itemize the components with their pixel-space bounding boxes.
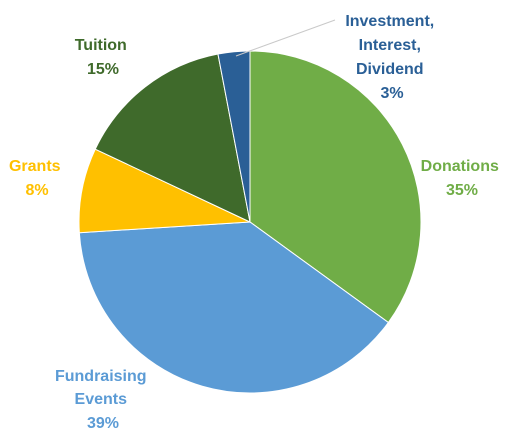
donations-percent: 35% — [446, 182, 478, 199]
investment-label-line-1: Investment, — [345, 13, 434, 30]
investment-interest-dividend-label: Investment, Interest, Dividend 3% — [345, 13, 438, 102]
tuition-label-line-1: Tuition — [75, 37, 127, 54]
donations-label: Donations 35% — [421, 158, 504, 199]
investment-label-line-3: Dividend — [356, 61, 424, 78]
grants-percent: 8% — [25, 182, 48, 199]
pie-slice-fundraising-events — [78, 221, 390, 394]
pie-slices — [78, 50, 422, 394]
grants-label: Grants 8% — [9, 158, 65, 199]
tuition-label: Tuition 15% — [75, 37, 132, 78]
fundraising-events-percent: 39% — [87, 415, 119, 432]
tuition-percent: 15% — [87, 61, 119, 78]
investment-label-line-2: Interest, — [359, 37, 421, 54]
pie-slice-tuition — [94, 53, 251, 223]
pie-slice-donations — [249, 50, 422, 324]
fundraising-events-label: Fundraising Events 39% — [55, 368, 151, 432]
fundraising-events-label-line-2: Events — [75, 391, 128, 408]
grants-label-line-1: Grants — [9, 158, 61, 175]
investment-percent: 3% — [380, 85, 403, 102]
fundraising-events-label-line-1: Fundraising — [55, 368, 147, 385]
leader-line — [235, 19, 336, 57]
donations-label-line-1: Donations — [421, 158, 499, 175]
